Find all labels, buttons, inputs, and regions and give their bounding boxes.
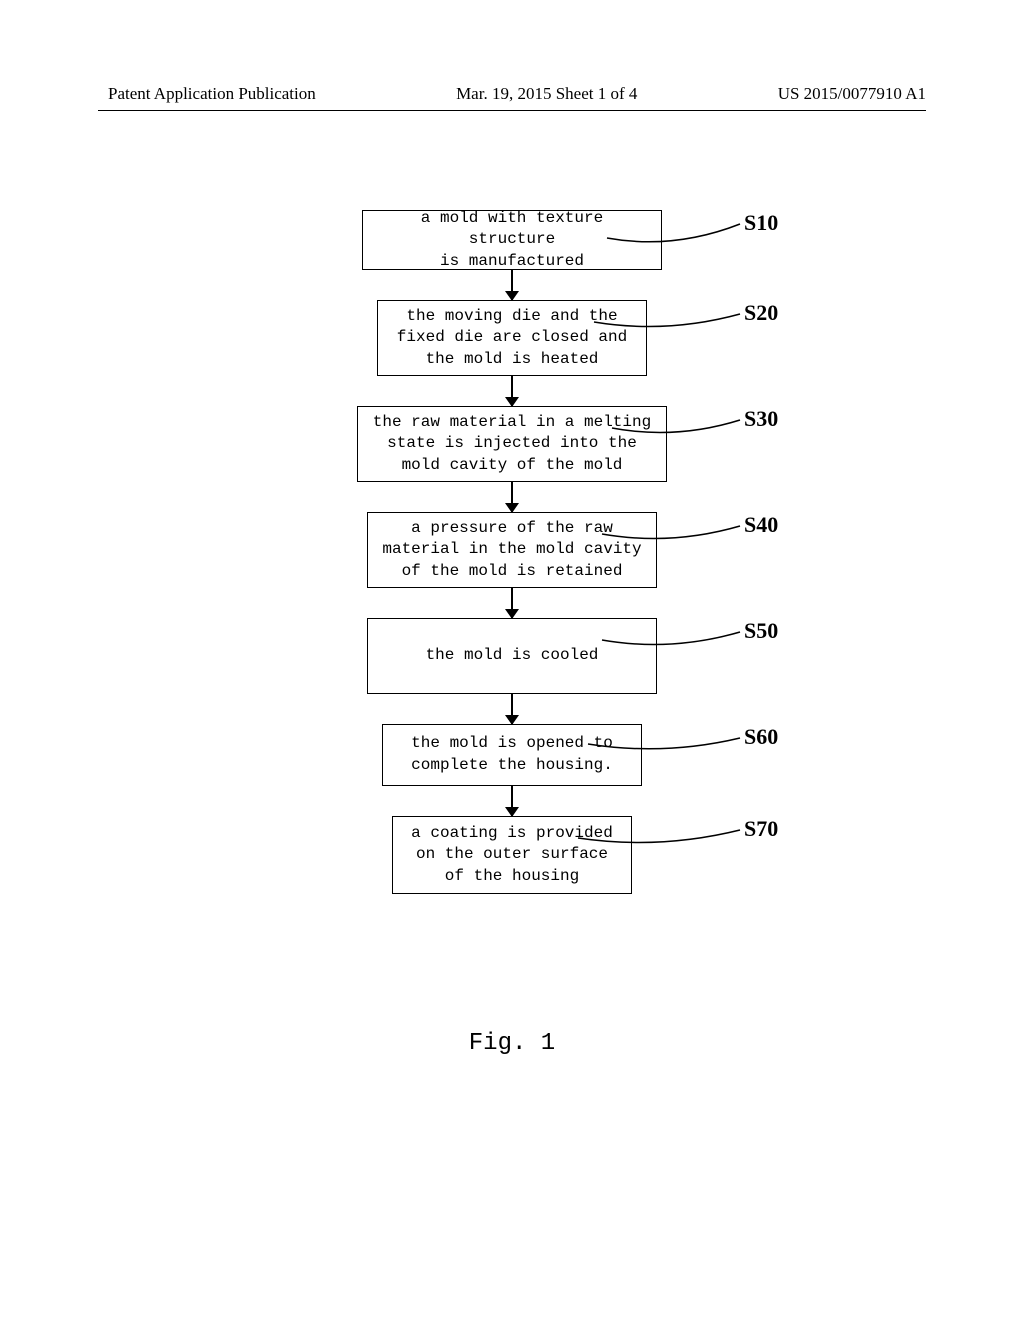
step-label: S50 [744, 618, 778, 644]
step-label: S60 [744, 724, 778, 750]
step-label: S10 [744, 210, 778, 236]
flow-arrow [162, 588, 862, 618]
flow-step: the raw material in a melting state is i… [162, 406, 862, 482]
step-label: S70 [744, 816, 778, 842]
header-left: Patent Application Publication [108, 84, 316, 104]
flow-box: the mold is opened to complete the housi… [382, 724, 642, 786]
flow-step: the mold is opened to complete the housi… [162, 724, 862, 786]
figure-caption: Fig. 1 [0, 1030, 1024, 1057]
step-label: S40 [744, 512, 778, 538]
flow-arrow [162, 482, 862, 512]
flow-arrow [162, 270, 862, 300]
flow-step: a mold with texture structure is manufac… [162, 210, 862, 270]
flow-step: a coating is provided on the outer surfa… [162, 816, 862, 894]
flow-step: the moving die and the fixed die are clo… [162, 300, 862, 376]
flow-box: a coating is provided on the outer surfa… [392, 816, 632, 894]
flow-box: a pressure of the raw material in the mo… [367, 512, 657, 588]
header-right: US 2015/0077910 A1 [778, 84, 926, 104]
flow-box: the moving die and the fixed die are clo… [377, 300, 647, 376]
flow-step: a pressure of the raw material in the mo… [162, 512, 862, 588]
flow-arrow [162, 694, 862, 724]
step-label: S30 [744, 406, 778, 432]
flowchart: a mold with texture structure is manufac… [0, 210, 1024, 894]
header-mid: Mar. 19, 2015 Sheet 1 of 4 [456, 84, 637, 104]
flow-box: the mold is cooled [367, 618, 657, 694]
flow-box: a mold with texture structure is manufac… [362, 210, 662, 270]
flow-arrow [162, 786, 862, 816]
page-header: Patent Application Publication Mar. 19, … [0, 84, 1024, 104]
flow-step: the mold is cooled S50 [162, 618, 862, 694]
step-label: S20 [744, 300, 778, 326]
flow-box: the raw material in a melting state is i… [357, 406, 667, 482]
flow-arrow [162, 376, 862, 406]
header-rule [98, 110, 926, 111]
